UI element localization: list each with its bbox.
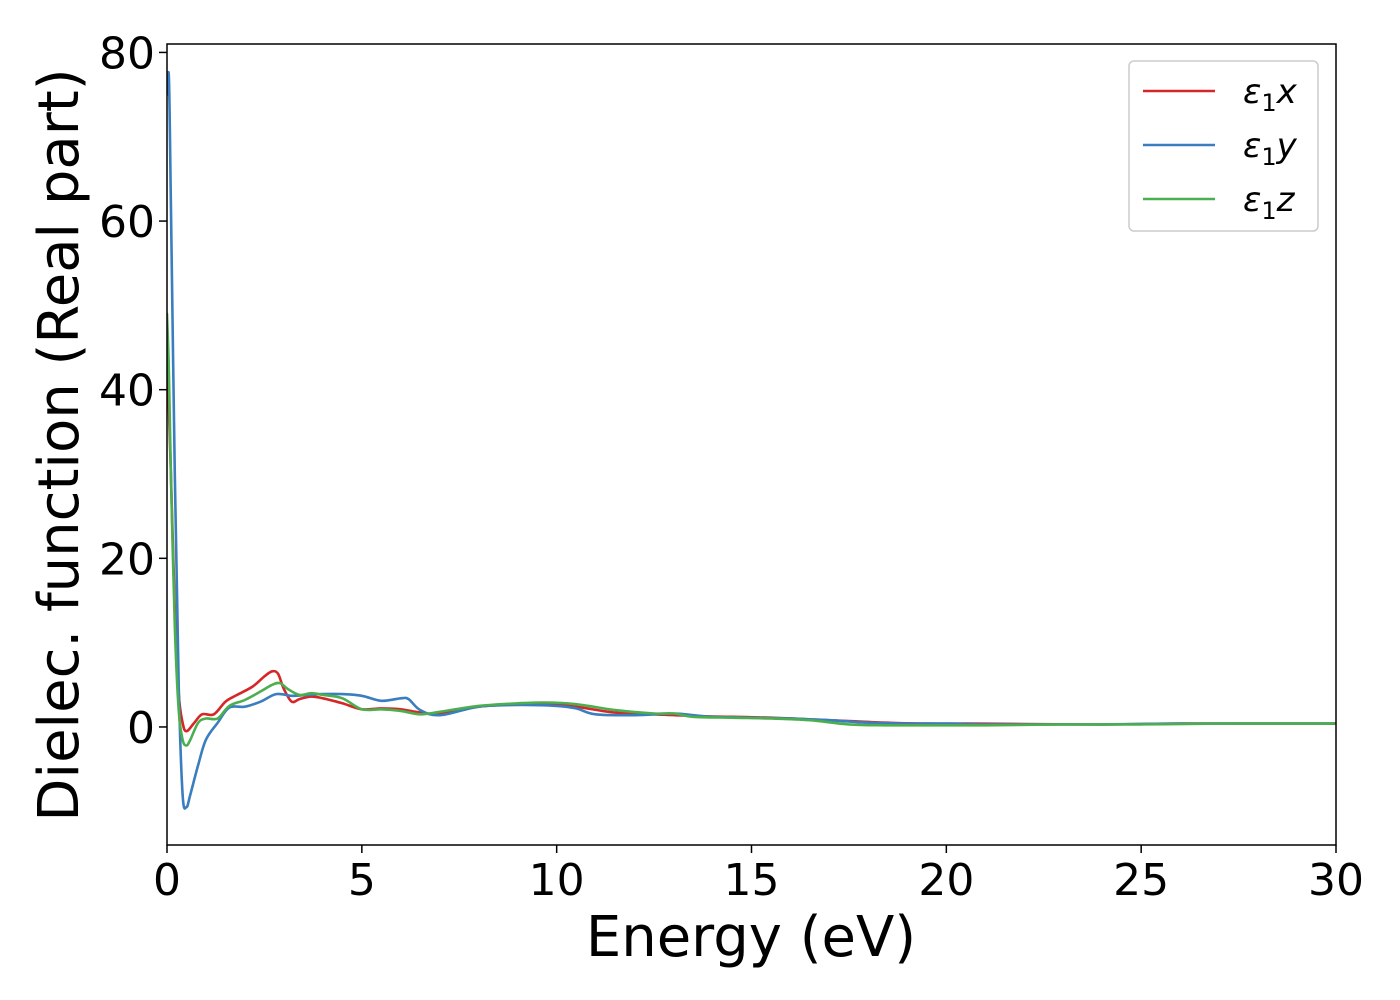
y-tick-label: 40	[99, 366, 155, 417]
y-tick-label: 20	[99, 534, 155, 585]
legend-label: ε1y	[1243, 126, 1298, 171]
y-axis-title: Dielec. function (Real part)	[27, 68, 92, 821]
x-tick-label: 30	[1308, 855, 1364, 906]
legend-box	[1128, 60, 1319, 232]
series-line-x	[167, 346, 1336, 733]
x-tick-label: 25	[1113, 855, 1169, 906]
y-axis: 0 20 40 60 80	[99, 28, 167, 754]
series-line-y	[167, 70, 1336, 810]
x-tick-label: 10	[529, 855, 585, 906]
y-tick-label: 80	[99, 28, 155, 79]
series-line-z	[167, 312, 1336, 747]
x-tick-label: 5	[348, 855, 376, 906]
x-axis-title: Energy (eV)	[586, 905, 916, 970]
x-axis: 0 5 10 15 20 25 30	[153, 845, 1364, 906]
x-tick-label: 0	[153, 855, 181, 906]
legend-label: ε1x	[1243, 72, 1298, 117]
legend: ε1x ε1y ε1z	[1128, 60, 1319, 232]
legend-label: ε1z	[1243, 180, 1296, 225]
y-tick-label: 60	[99, 197, 155, 248]
series-layer	[167, 70, 1336, 810]
x-tick-label: 20	[918, 855, 974, 906]
y-tick-label: 0	[127, 703, 155, 754]
x-tick-label: 15	[724, 855, 780, 906]
